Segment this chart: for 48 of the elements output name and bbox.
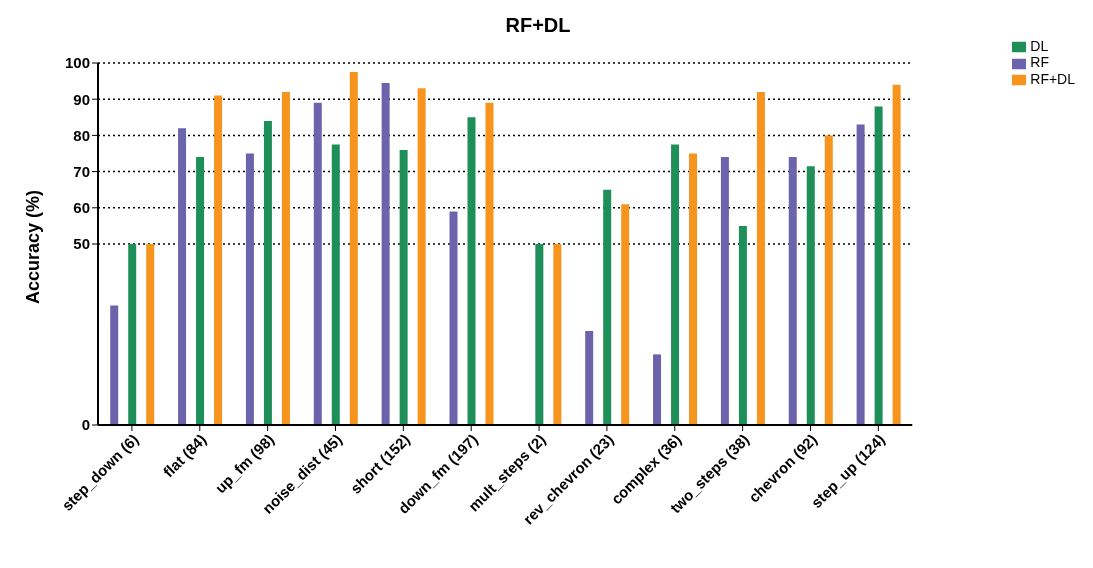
bar [756, 91, 765, 425]
bar [874, 106, 883, 425]
bar [281, 91, 290, 425]
bar [178, 128, 187, 425]
bar [824, 135, 833, 425]
legend-label: RF+DL [1030, 70, 1075, 87]
y-tick-label: 50 [73, 235, 90, 253]
bar [671, 144, 680, 425]
bar [399, 149, 408, 425]
bar [788, 157, 797, 425]
bar [417, 88, 426, 425]
bar [603, 189, 612, 425]
legend-label: DL [1030, 38, 1049, 54]
bar [535, 244, 544, 425]
bar [263, 120, 272, 425]
y-tick-label: 60 [73, 199, 90, 217]
y-tick-label: 0 [81, 416, 90, 434]
bar [892, 84, 901, 425]
x-tick-label: flat (84) [159, 430, 210, 481]
bar [738, 225, 747, 425]
bar [720, 157, 729, 425]
legend-label: RF [1030, 54, 1049, 71]
bar [313, 102, 322, 425]
bar [621, 204, 630, 425]
bar [653, 354, 662, 425]
bar [856, 124, 865, 425]
y-tick-label: 70 [73, 162, 90, 180]
bar [381, 82, 390, 425]
y-tick-label: 90 [73, 90, 90, 108]
bar [349, 72, 358, 425]
bar [553, 244, 562, 425]
bar [110, 305, 119, 425]
bar [689, 153, 698, 425]
bar [585, 330, 594, 425]
bar [485, 102, 494, 425]
bar [806, 166, 815, 425]
bar [449, 211, 458, 425]
bar [214, 95, 223, 425]
bar [196, 157, 205, 425]
y-axis-title: Accuracy (%) [23, 189, 44, 304]
bar [331, 144, 340, 425]
bar [146, 244, 155, 425]
bar [467, 117, 476, 425]
y-tick-label: 100 [64, 54, 90, 72]
chart-title: RF+DL [504, 14, 572, 37]
bar [128, 244, 137, 425]
y-tick-label: 80 [73, 126, 90, 144]
bar [245, 153, 254, 425]
